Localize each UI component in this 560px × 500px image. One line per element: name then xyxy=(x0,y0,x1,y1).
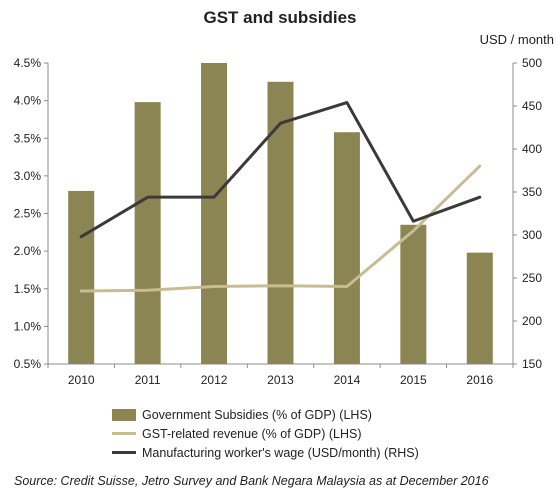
right-tick-label: 500 xyxy=(522,56,542,70)
bar-subsidies xyxy=(68,190,95,364)
legend-label-wage: Manufacturing worker's wage (USD/month) … xyxy=(142,445,419,460)
legend-item-wage: Manufacturing worker's wage (USD/month) … xyxy=(112,443,419,462)
bar-subsidies xyxy=(400,224,427,364)
x-tick-label: 2013 xyxy=(267,373,294,387)
source-note: Source: Credit Suisse, Jetro Survey and … xyxy=(14,474,489,488)
right-tick-label: 250 xyxy=(522,271,542,285)
left-tick-label: 3.0% xyxy=(14,169,42,183)
right-tick-label: 450 xyxy=(522,99,542,113)
line-gst-revenue xyxy=(79,164,482,293)
left-tick-label: 1.0% xyxy=(14,319,42,333)
x-tick-label: 2010 xyxy=(68,373,95,387)
left-tick-label: 1.5% xyxy=(14,282,42,296)
legend: Government Subsidies (% of GDP) (LHS) GS… xyxy=(112,405,419,462)
left-tick-label: 2.5% xyxy=(14,207,42,221)
right-axis-unit-label: USD / month xyxy=(479,32,554,47)
x-tick-label: 2011 xyxy=(135,373,161,387)
right-tick-label: 150 xyxy=(522,357,542,371)
x-tick-label: 2012 xyxy=(201,373,228,387)
right-tick-label: 400 xyxy=(522,142,542,156)
bar-subsidies xyxy=(134,102,161,364)
legend-swatch-gst xyxy=(112,432,136,435)
right-tick-label: 300 xyxy=(522,228,542,242)
bar-subsidies xyxy=(333,132,360,364)
x-tick-label: 2015 xyxy=(400,373,427,387)
left-tick-label: 0.5% xyxy=(14,357,42,371)
right-tick-label: 200 xyxy=(522,314,542,328)
x-tick-label: 2014 xyxy=(334,373,361,387)
left-tick-label: 3.5% xyxy=(14,131,42,145)
bar-subsidies xyxy=(267,81,294,364)
left-tick-label: 2.0% xyxy=(14,244,42,258)
legend-item-gst: GST-related revenue (% of GDP) (LHS) xyxy=(112,424,419,443)
left-tick-label: 4.0% xyxy=(14,94,42,108)
legend-swatch-subsidies xyxy=(112,408,136,421)
chart-title: GST and subsidies xyxy=(203,8,357,27)
line-manufacturing-wage xyxy=(79,101,482,239)
left-tick-label: 4.5% xyxy=(14,56,42,70)
legend-label-gst: GST-related revenue (% of GDP) (LHS) xyxy=(142,426,362,441)
bar-subsidies xyxy=(466,252,493,364)
bar-subsidies xyxy=(201,63,228,364)
legend-item-subsidies: Government Subsidies (% of GDP) (LHS) xyxy=(112,405,419,424)
x-tick-label: 2016 xyxy=(466,373,493,387)
legend-label-subsidies: Government Subsidies (% of GDP) (LHS) xyxy=(142,407,372,422)
legend-swatch-wage xyxy=(112,451,136,454)
right-tick-label: 350 xyxy=(522,185,542,199)
